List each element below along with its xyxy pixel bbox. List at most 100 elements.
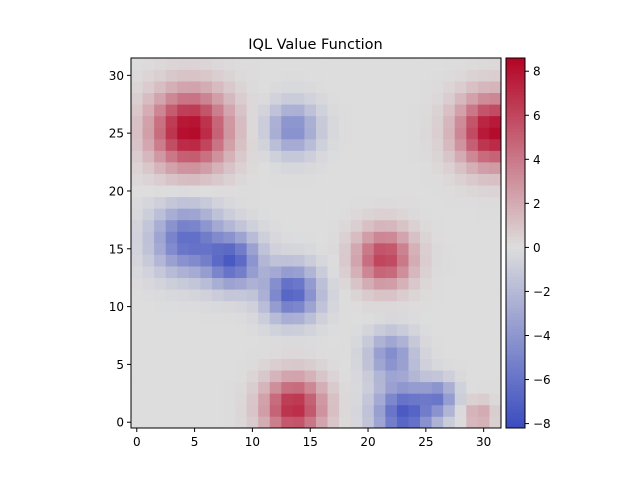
colorbar-segment <box>506 332 525 336</box>
heatmap-cell <box>454 381 467 394</box>
heatmap-cell <box>420 81 432 94</box>
heatmap-cell <box>420 219 432 232</box>
heatmap-cell <box>350 69 363 82</box>
heatmap-cell <box>466 404 479 417</box>
colorbar-segment <box>506 159 525 164</box>
heatmap-cell <box>223 323 236 336</box>
heatmap-cell <box>165 404 178 417</box>
heatmap-cell <box>373 185 386 198</box>
heatmap-cell <box>177 266 190 279</box>
heatmap-cell <box>200 416 213 429</box>
heatmap-cell <box>235 81 247 94</box>
colorbar-tick-label: −8 <box>533 417 551 431</box>
heatmap-cell <box>200 115 213 128</box>
heatmap-cell <box>235 300 247 313</box>
colorbar-segment <box>506 95 525 99</box>
heatmap-cell <box>281 115 294 128</box>
heatmap-cell <box>304 208 317 221</box>
heatmap-cell <box>477 381 490 394</box>
heatmap-cell <box>177 300 190 313</box>
heatmap-cell <box>489 358 502 371</box>
heatmap-cell <box>454 370 467 383</box>
heatmap-cell <box>235 127 247 140</box>
colorbar-segment <box>506 190 525 195</box>
heatmap-cell <box>246 208 259 221</box>
colorbar-segment <box>506 289 525 293</box>
colorbar-segment <box>506 67 525 71</box>
heatmap-cell <box>200 185 213 198</box>
heatmap-cell <box>431 231 444 244</box>
heatmap-cell <box>408 150 421 163</box>
heatmap-cell <box>142 58 155 70</box>
heatmap-cell <box>327 58 340 70</box>
heatmap-cell <box>281 323 294 336</box>
heatmap-cell <box>235 92 247 105</box>
heatmap-cell <box>431 104 444 117</box>
heatmap-cell <box>304 219 317 232</box>
heatmap-cell <box>350 173 363 186</box>
heatmap-cell <box>165 254 178 267</box>
colorbar-segment <box>506 218 525 222</box>
heatmap-cell <box>489 196 502 209</box>
colorbar-segment <box>506 403 525 407</box>
heatmap-cell <box>443 243 456 255</box>
heatmap-cell <box>269 416 282 429</box>
heatmap-cell <box>154 138 167 151</box>
heatmap-cell <box>211 381 224 394</box>
heatmap-cell <box>177 323 190 336</box>
heatmap-cell <box>188 208 201 221</box>
heatmap-cell <box>316 323 328 336</box>
heatmap-cell <box>396 92 409 105</box>
heatmap-cell <box>327 277 340 290</box>
heatmap-cell <box>373 404 386 417</box>
colorbar-segment <box>506 206 525 210</box>
colorbar-tick-label: −4 <box>533 329 551 343</box>
heatmap-cell <box>281 92 294 105</box>
heatmap-cell <box>154 254 167 267</box>
heatmap-cell <box>177 404 190 417</box>
heatmap-cell <box>477 231 490 244</box>
heatmap-cell <box>431 254 444 267</box>
heatmap-cell <box>154 393 167 406</box>
heatmap-cell <box>466 266 479 279</box>
colorbar-segment <box>506 335 525 339</box>
x-tick-label: 15 <box>303 435 318 449</box>
heatmap-cell <box>385 69 398 82</box>
heatmap-cell <box>269 370 282 383</box>
heatmap-cell <box>408 69 421 82</box>
heatmap-cell <box>211 243 224 255</box>
heatmap-cell <box>350 196 363 209</box>
heatmap-cell <box>292 393 305 406</box>
heatmap-cell <box>269 266 282 279</box>
colorbar-segment <box>506 147 525 151</box>
heatmap-cell <box>211 69 224 82</box>
colorbar-segment <box>506 187 525 191</box>
heatmap-cell <box>292 335 305 348</box>
heatmap-cell <box>454 92 467 105</box>
heatmap-cell <box>223 185 236 198</box>
heatmap-cell <box>454 127 467 140</box>
heatmap-cell <box>269 289 282 302</box>
heatmap-cell <box>292 312 305 325</box>
heatmap-cell <box>327 231 340 244</box>
heatmap-cell <box>408 300 421 313</box>
heatmap-cell <box>177 243 190 255</box>
heatmap-cell <box>246 243 259 255</box>
heatmap-cell <box>454 335 467 348</box>
heatmap-cell <box>177 358 190 371</box>
heatmap-cell <box>177 312 190 325</box>
heatmap-cell <box>362 289 375 302</box>
colorbar-segment <box>506 329 525 333</box>
heatmap-cell <box>420 150 432 163</box>
heatmap-cell <box>373 266 386 279</box>
heatmap-cell <box>292 162 305 174</box>
heatmap-cell <box>246 404 259 417</box>
colorbar-segment <box>506 141 525 145</box>
colorbar-segment <box>506 215 525 219</box>
colorbar-segment <box>506 326 525 330</box>
heatmap-cell <box>165 277 178 290</box>
colorbar-segment <box>506 122 525 127</box>
heatmap-cell <box>246 289 259 302</box>
heatmap-cell <box>177 138 190 151</box>
heatmap-cell <box>373 58 386 70</box>
